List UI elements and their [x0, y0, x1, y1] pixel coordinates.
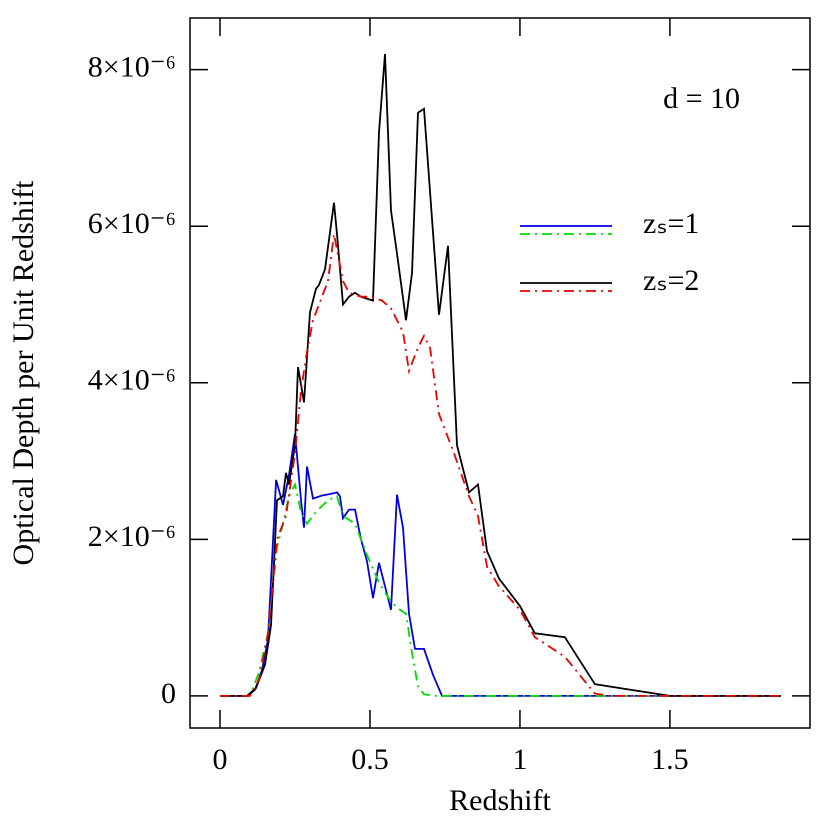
legend-label: zₛ=1	[643, 207, 699, 240]
x-axis-label: Redshift	[449, 784, 551, 817]
y-tick-label: 2×10⁻⁶	[88, 520, 176, 553]
y-tick-label: 4×10⁻⁶	[88, 364, 176, 397]
series-line	[220, 433, 781, 697]
x-tick-label: 1.5	[651, 743, 689, 776]
x-tick-label: 0.5	[351, 743, 389, 776]
y-tick-label: 6×10⁻⁶	[88, 207, 176, 240]
series-line	[220, 481, 781, 697]
annotation: d = 10	[663, 82, 740, 115]
y-tick-label: 0	[161, 677, 176, 710]
y-axis-label: Optical Depth per Unit Redshift	[7, 180, 40, 566]
series-line	[220, 53, 781, 697]
plot-frame	[189, 17, 811, 729]
x-tick-label: 0	[212, 743, 227, 776]
x-tick-label: 1	[512, 743, 527, 776]
series-line	[220, 233, 781, 697]
y-tick-label: 8×10⁻⁶	[88, 51, 176, 84]
legend-label: zₛ=2	[643, 264, 699, 297]
